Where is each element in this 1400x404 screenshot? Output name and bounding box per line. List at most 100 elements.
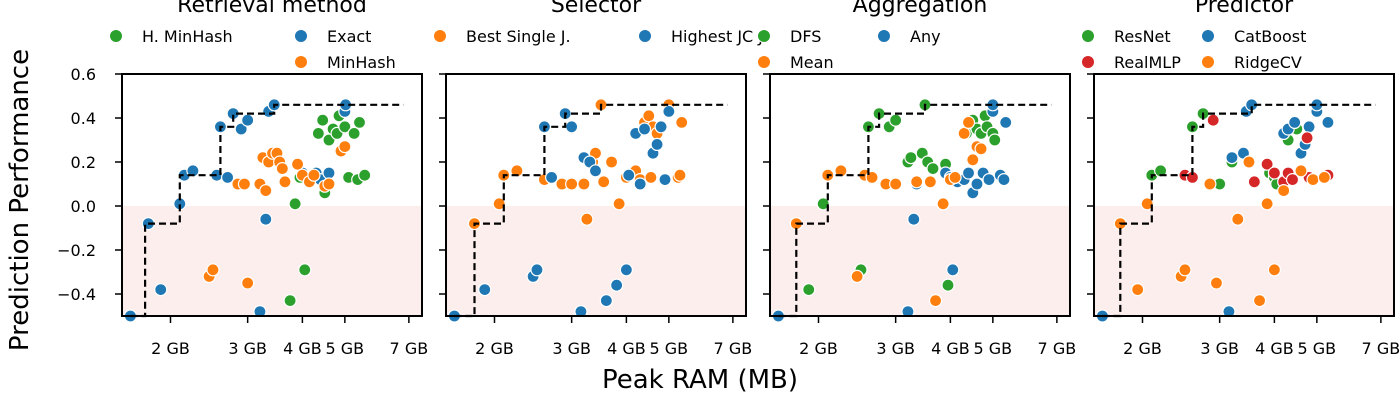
legend-marker [1202, 30, 1215, 43]
data-point [317, 114, 329, 126]
data-point [284, 295, 296, 307]
data-point [1268, 264, 1280, 276]
data-point [998, 174, 1010, 186]
legend-label: Best Single J. [466, 27, 571, 46]
data-point [1318, 171, 1330, 183]
legend-marker [878, 30, 891, 43]
data-point [1232, 213, 1244, 225]
data-point [645, 171, 657, 183]
data-point [651, 138, 663, 150]
data-point [276, 163, 288, 175]
data-point [1132, 284, 1144, 296]
data-point [963, 167, 975, 179]
data-point [238, 178, 250, 190]
x-tick-label: 2 GB [151, 339, 190, 358]
x-tick-label: 5 GB [974, 339, 1013, 358]
data-point [676, 116, 688, 128]
data-point [308, 169, 320, 181]
data-point [620, 264, 632, 276]
legend: Best Single J. Highest JC J. [434, 27, 769, 46]
y-tick-label: 0.0 [71, 197, 96, 216]
data-point [927, 163, 939, 175]
y-tick-label: −0.4 [57, 285, 96, 304]
data-point [971, 178, 983, 190]
data-point [1303, 121, 1315, 133]
data-point [983, 174, 995, 186]
data-point [155, 284, 167, 296]
data-point [1322, 116, 1334, 128]
data-point [581, 213, 593, 225]
data-point [1207, 114, 1219, 126]
x-tick-label: 4 GB [607, 339, 646, 358]
x-tick-label: 3 GB [228, 339, 267, 358]
data-point [942, 279, 954, 291]
x-tick-label: 7 GB [714, 339, 753, 358]
data-point [260, 185, 272, 197]
legend-marker [295, 56, 308, 69]
x-tick-label: 5 GB [326, 339, 365, 358]
legend-marker [1082, 56, 1095, 69]
legend-marker [1082, 30, 1095, 43]
legend-label: DFS [790, 27, 821, 46]
legend-marker [1202, 56, 1215, 69]
data-point [1210, 277, 1222, 289]
panel-title: Selector [551, 0, 642, 18]
x-tick-label: 2 GB [799, 339, 838, 358]
panel-title: Predictor [1195, 0, 1294, 18]
data-point [589, 165, 601, 177]
legend-marker [434, 30, 447, 43]
data-point [1000, 116, 1012, 128]
x-tick-label: 7 GB [390, 339, 429, 358]
data-point [353, 116, 365, 128]
data-point [1307, 174, 1319, 186]
legend-label: Any [910, 27, 941, 46]
data-point [1254, 295, 1266, 307]
data-point [531, 264, 543, 276]
data-point [890, 178, 902, 190]
data-point [613, 198, 625, 210]
data-point [242, 277, 254, 289]
data-point [279, 176, 291, 188]
legend-label: H. MinHash [142, 27, 233, 46]
legend-marker [758, 56, 771, 69]
data-point [566, 178, 578, 190]
data-point [1301, 132, 1313, 144]
legend-label: RidgeCV [1234, 53, 1302, 72]
data-point [958, 127, 970, 139]
legend-marker [758, 30, 771, 43]
x-tick-label: 7 GB [1362, 339, 1400, 358]
legend-label: CatBoost [1234, 27, 1306, 46]
negative-region [122, 206, 422, 316]
legend-label: Highest JC J. [671, 27, 768, 46]
data-point [975, 143, 987, 155]
data-point [299, 264, 311, 276]
data-point [924, 176, 936, 188]
data-point [1243, 156, 1255, 168]
data-point [947, 264, 959, 276]
data-point [1295, 165, 1307, 177]
panel-title: Retrieval method [177, 0, 367, 18]
data-point [323, 167, 335, 179]
legend-marker [295, 30, 308, 43]
data-point [623, 169, 635, 181]
negative-region [446, 206, 746, 316]
data-point [1248, 176, 1260, 188]
data-point [803, 284, 815, 296]
data-point [606, 156, 618, 168]
data-point [207, 264, 219, 276]
data-point [1289, 116, 1301, 128]
data-point [890, 114, 902, 126]
x-tick-label: 3 GB [876, 339, 915, 358]
legend-label: Mean [790, 53, 834, 72]
data-point [908, 213, 920, 225]
data-point [1278, 185, 1290, 197]
data-point [1226, 152, 1238, 164]
legend-marker [110, 30, 123, 43]
x-tick-label: 7 GB [1038, 339, 1077, 358]
x-tick-label: 2 GB [475, 339, 514, 358]
data-point [851, 270, 863, 282]
